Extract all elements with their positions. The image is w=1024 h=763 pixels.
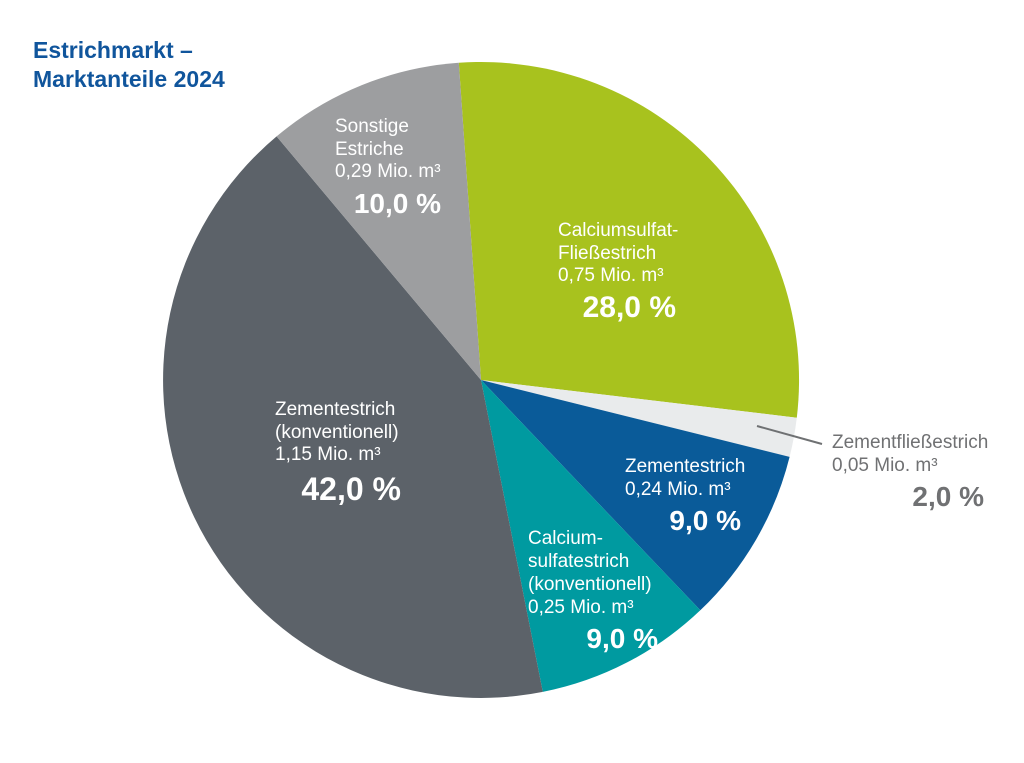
slice-label-zementfliessestrich: Zementfließestrich 0,05 Mio. m³ 2,0 %: [832, 432, 989, 513]
slice-label-sonstige-estriche: Sonstige Estriche 0,29 Mio. m³ 10,0 %: [335, 116, 441, 220]
pie-slice-zementestrich-konventionell: [163, 136, 543, 698]
slice-volume: 0,29 Mio. m³: [335, 161, 441, 182]
slice-name-line: Sonstige: [335, 116, 409, 137]
slice-volume: 1,15 Mio. m³: [275, 444, 381, 465]
pie-slice-calciumsulfatestrich-konventionell: [481, 380, 701, 692]
slice-label-calciumsulfat-fliessestrich: Calciumsulfat- Fließestrich 0,75 Mio. m³…: [558, 220, 679, 324]
slice-volume: 0,75 Mio. m³: [558, 265, 664, 286]
slice-name-line: (konventionell): [528, 574, 652, 595]
slice-percent: 9,0 %: [586, 623, 658, 654]
slice-percent: 28,0 %: [582, 290, 676, 324]
leader-line-zementfliessestrich: [756, 425, 823, 445]
pie-slice-zementestrich: [481, 380, 790, 611]
slice-label-calciumsulfatestrich-konventionell: Calcium- sulfatestrich (konventionell) 0…: [528, 527, 658, 655]
slice-name-line: (konventionell): [275, 421, 399, 443]
page-title: Estrichmarkt – Marktanteile 2024: [33, 36, 225, 94]
slice-name-line: Zementestrich: [625, 456, 746, 477]
slice-label-zementestrich: Zementestrich 0,24 Mio. m³ 9,0 %: [625, 456, 746, 537]
pie-slices: [163, 62, 800, 698]
slice-name-line: Calciumsulfat-: [558, 220, 679, 241]
slice-percent: 2,0 %: [912, 481, 984, 512]
slice-percent: 42,0 %: [301, 470, 401, 507]
slice-name-line: Calcium-: [528, 528, 603, 549]
pie-slice-sonstige-estriche: [276, 62, 481, 381]
slice-name-line: Estriche: [335, 138, 404, 160]
page-title-line2: Marktanteile 2024: [33, 66, 225, 92]
slice-percent: 9,0 %: [669, 505, 741, 536]
slice-name-line: Fließestrich: [558, 242, 657, 264]
slice-name-line: sulfatestrich: [528, 551, 630, 572]
pie-slice-calciumsulfat-fliessestrich: [458, 62, 800, 418]
slice-volume: 0,24 Mio. m³: [625, 478, 731, 500]
pie-slice-zementfliessestrich: [481, 380, 797, 457]
slice-name-line: Zementestrich: [275, 399, 396, 420]
slice-volume: 0,25 Mio. m³: [528, 597, 634, 618]
slice-volume: 0,05 Mio. m³: [832, 454, 938, 476]
page-title-line1: Estrichmarkt –: [33, 37, 193, 63]
slice-percent: 10,0 %: [353, 187, 441, 219]
slice-label-zementestrich-konventionell: Zementestrich (konventionell) 1,15 Mio. …: [275, 399, 401, 505]
slice-name-line: Zementfließestrich: [832, 432, 989, 453]
